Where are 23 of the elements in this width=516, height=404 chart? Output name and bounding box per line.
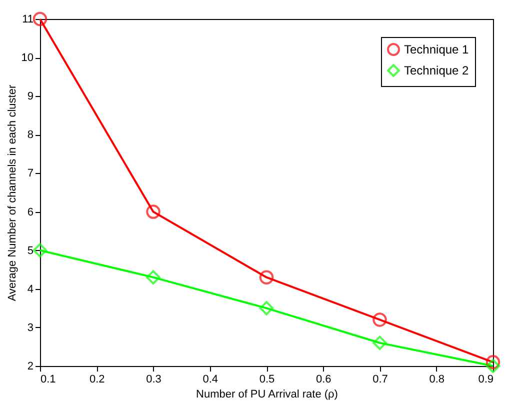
x-tick-label: 0.2 xyxy=(89,374,105,386)
x-tick-label: 0.8 xyxy=(429,374,445,386)
legend-label: Technique 1 xyxy=(404,42,470,56)
y-tick-label: 2 xyxy=(27,360,34,372)
x-axis-title: Number of PU Arrival rate (ρ) xyxy=(196,388,338,400)
x-tick-label: 0.3 xyxy=(146,374,162,386)
y-tick-label: 11 xyxy=(22,14,34,26)
y-tick-label: 4 xyxy=(27,283,34,296)
y-axis-title: Average Number of channels in each cluster xyxy=(6,84,18,302)
y-tick-label: 7 xyxy=(27,168,34,180)
x-tick-label: 0.9 xyxy=(478,374,494,386)
y-tick-label: 6 xyxy=(27,206,34,218)
y-tick-label: 9 xyxy=(27,90,34,103)
x-tick-label: 0.4 xyxy=(202,374,218,386)
y-tick-label: 10 xyxy=(21,52,34,64)
x-tick-label: 0.7 xyxy=(372,374,388,386)
x-tick-label: 0.1 xyxy=(40,374,56,386)
x-tick-label: 0.5 xyxy=(259,374,275,386)
y-tick-label: 8 xyxy=(27,129,34,142)
x-tick-label: 0.6 xyxy=(316,374,332,386)
y-tick-label: 3 xyxy=(27,322,34,334)
legend-label: Technique 2 xyxy=(404,64,470,78)
y-tick-label: 5 xyxy=(27,244,34,257)
